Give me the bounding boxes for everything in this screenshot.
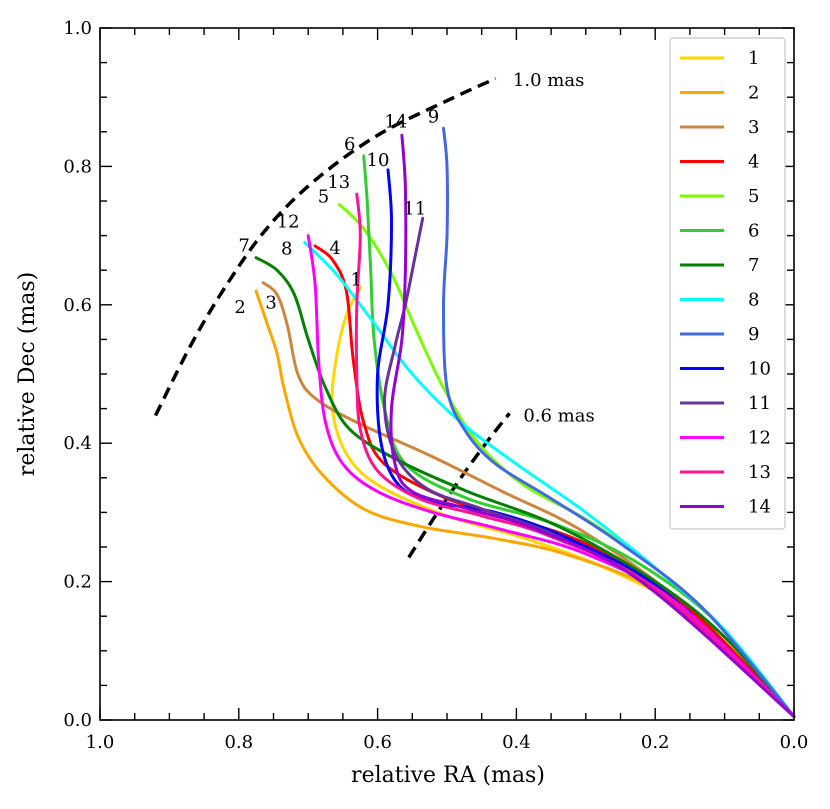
- series-3-curve-label: 3: [265, 293, 276, 314]
- series-9-line: [442, 126, 796, 718]
- x-tick-label: 0.0: [780, 732, 809, 753]
- legend-label-8: 8: [748, 290, 759, 311]
- series-9-curve-label: 9: [428, 106, 439, 127]
- series-6-curve-label: 6: [344, 134, 355, 155]
- y-axis-label: relative Dec (mas): [15, 272, 40, 476]
- legend-label-2: 2: [748, 83, 759, 104]
- axes: 1.0 0.8 0.6 0.4 0.2 0.0 0.0 0.2 0.4 0.6 0.8 1.0: [63, 18, 808, 753]
- x-tick-label: 1.0: [86, 732, 115, 753]
- legend-label-1: 1: [748, 48, 759, 69]
- series-14-line: [389, 133, 796, 718]
- legend-label-3: 3: [748, 117, 759, 138]
- circle-2-label: 0.6 mas: [523, 406, 594, 427]
- legend-box: [669, 37, 786, 530]
- series-14-curve-label: 14: [384, 111, 407, 132]
- legend-label-12: 12: [748, 428, 771, 449]
- series-5-curve-label: 5: [318, 186, 329, 207]
- legend-label-10: 10: [748, 359, 771, 380]
- y-tick-label: 0.0: [63, 710, 92, 731]
- circle-1-label: 1.0 mas: [513, 70, 584, 91]
- series-8-curve-label: 8: [281, 239, 292, 260]
- legend-label-7: 7: [748, 255, 759, 276]
- circle-2-dashed-line: [407, 412, 511, 559]
- series-12-curve-label: 12: [277, 212, 300, 233]
- series-lines: [254, 126, 796, 718]
- x-tick-label: 0.4: [502, 732, 531, 753]
- legend-label-9: 9: [748, 324, 759, 345]
- series-7-curve-label: 7: [238, 236, 249, 257]
- legend-label-6: 6: [748, 221, 759, 242]
- x-tick-label: 0.8: [224, 732, 253, 753]
- legend-label-14: 14: [748, 497, 771, 518]
- series-11-curve-label: 11: [403, 198, 426, 219]
- y-tick-label: 0.4: [63, 433, 92, 454]
- y-tick-label: 0.6: [63, 295, 92, 316]
- x-tick-label: 0.6: [363, 732, 392, 753]
- legend-label-11: 11: [748, 393, 771, 414]
- reference-circles: 1.0 mas 0.6 mas: [153, 70, 595, 559]
- circle-1-dashed-line: [153, 76, 497, 417]
- y-tick-label: 0.2: [63, 572, 92, 593]
- series-4-curve-label: 4: [329, 238, 340, 259]
- y-tick-label: 0.8: [63, 156, 92, 177]
- series-1-curve-label: 1: [351, 270, 362, 291]
- series-10-curve-label: 10: [367, 150, 390, 171]
- series-13-curve-label: 13: [327, 172, 350, 193]
- y-tick-label: 1.0: [63, 18, 92, 39]
- legend-label-4: 4: [748, 152, 759, 173]
- series-6-line: [362, 154, 796, 718]
- x-tick-label: 0.2: [641, 732, 670, 753]
- x-axis-label: relative RA (mas): [351, 763, 545, 788]
- legend-label-5: 5: [748, 186, 759, 207]
- legend-label-13: 13: [748, 462, 771, 483]
- series-13-line: [354, 192, 796, 718]
- series-2-curve-label: 2: [234, 297, 245, 318]
